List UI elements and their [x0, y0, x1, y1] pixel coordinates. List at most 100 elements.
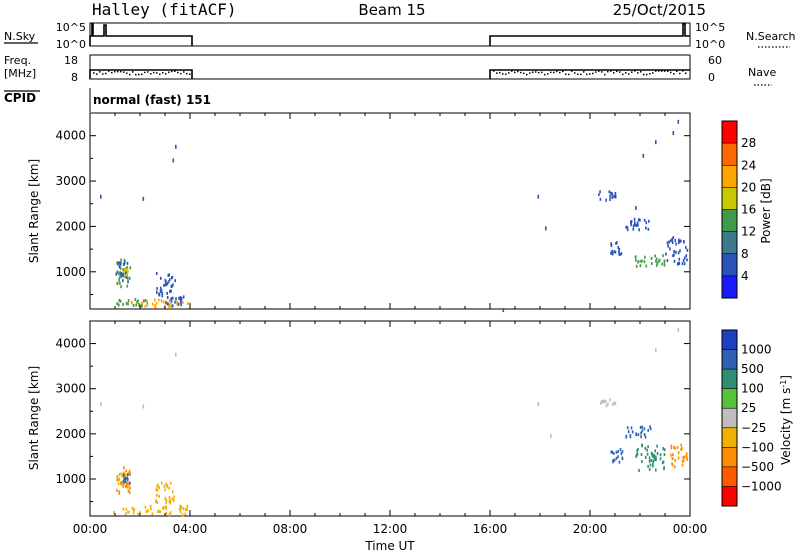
nave-dot	[529, 72, 531, 74]
scatter-cell	[629, 435, 632, 439]
scatter-point	[537, 402, 540, 407]
scatter-cell	[630, 223, 632, 227]
colorbar-tick-label: 25	[741, 401, 756, 415]
scatter-cell	[168, 299, 171, 303]
scatter-cell	[604, 400, 607, 404]
scatter-cell	[179, 504, 181, 508]
nave-dot	[138, 73, 140, 76]
nave-dot	[616, 70, 618, 73]
scatter-cell	[650, 451, 653, 455]
nave-dot	[574, 72, 576, 74]
scatter-cell	[645, 226, 647, 230]
scatter-cell	[640, 435, 642, 439]
scatter-cell	[656, 452, 659, 455]
scatter-cell	[127, 276, 129, 280]
scatter-cell	[670, 444, 673, 448]
scatter-cell	[659, 453, 662, 457]
nave-dot	[523, 72, 525, 75]
nave-dot	[147, 71, 149, 73]
nave-dot	[601, 71, 603, 73]
scatter-cell	[658, 258, 661, 262]
scatter-cell	[651, 454, 654, 458]
scatter-cell	[674, 458, 677, 462]
x-tick-label: 16:00	[473, 522, 508, 536]
nave-dot	[565, 73, 567, 75]
scatter-cell	[654, 449, 656, 453]
scatter-cell	[617, 455, 619, 459]
nave-dot	[123, 71, 125, 73]
colorbar-tick-label: 20	[741, 180, 756, 194]
scatter-point	[655, 348, 657, 353]
scatter-point	[550, 433, 552, 438]
nave-dot	[586, 73, 588, 76]
freq-panel: Freq. [MHz] 18 8 60 0 Nave	[4, 54, 776, 86]
scatter-cell	[132, 511, 135, 515]
power-y-axis: 1000 2000 3000 4000	[55, 112, 690, 295]
scatter-cell	[119, 281, 121, 285]
nave-dot	[661, 70, 663, 72]
scatter-cell	[129, 481, 131, 485]
scatter-cell	[124, 473, 126, 477]
scatter-cell	[118, 276, 121, 280]
scatter-cell	[639, 264, 642, 268]
nave-dot	[177, 71, 179, 74]
scatter-cell	[145, 510, 148, 513]
scatter-cell	[674, 446, 676, 450]
scatter-cell	[644, 455, 647, 459]
nave-dot	[532, 71, 534, 73]
nave-dot	[607, 70, 609, 73]
nave-label: Nave	[748, 66, 776, 79]
scatter-cell	[641, 460, 643, 463]
scatter-cell	[138, 304, 141, 308]
scatter-cell	[621, 457, 624, 461]
colorbar-segment	[722, 447, 737, 468]
scatter-point	[100, 402, 102, 407]
scatter-cell	[653, 454, 656, 458]
nave-dot	[625, 72, 627, 74]
scatter-cell	[611, 450, 614, 454]
scatter-cell	[132, 304, 135, 307]
scatter-cell	[125, 469, 127, 473]
scatter-cell	[646, 448, 648, 452]
scatter-point	[172, 158, 175, 163]
scatter-cell	[184, 512, 187, 516]
scatter-cell	[120, 472, 122, 476]
scatter-cell	[680, 443, 682, 447]
scatter-cell	[149, 504, 152, 508]
velocity-colorbar-label-main: Velocity [m s	[779, 388, 793, 465]
scatter-cell	[613, 195, 616, 199]
nave-dot	[652, 72, 654, 74]
velocity-scatter	[100, 327, 688, 517]
scatter-cell	[157, 509, 160, 513]
scatter-cell	[626, 228, 629, 232]
scatter-cell	[156, 488, 159, 492]
scatter-cell	[681, 463, 684, 467]
scatter-cell	[126, 477, 129, 481]
scatter-cell	[637, 260, 639, 264]
scatter-cell	[617, 245, 619, 249]
freq-trace	[89, 69, 690, 79]
power-x-ticks	[89, 113, 691, 309]
scatter-cell	[144, 505, 147, 509]
scatter-cell	[645, 264, 648, 268]
scatter-cell	[662, 460, 665, 464]
scatter-cell	[168, 513, 171, 517]
scatter-cell	[648, 219, 650, 223]
scatter-cell	[128, 472, 130, 476]
scatter-cell	[120, 275, 122, 279]
scatter-cell	[611, 252, 614, 256]
velocity-panel: 1000 2000 3000 4000 00:00 04:00 08:00 12:00 16:…	[27, 320, 707, 553]
nave-dot	[568, 73, 570, 76]
scatter-cell	[682, 459, 685, 462]
scatter-cell	[641, 429, 644, 433]
scatter-cell	[671, 238, 673, 242]
colorbar-segment	[722, 165, 737, 188]
scatter-cell	[125, 301, 128, 305]
nave-dot	[508, 72, 510, 74]
nave-dot	[105, 72, 107, 75]
scatter-cell	[685, 254, 688, 258]
scatter-cell	[166, 485, 168, 489]
scatter-cell	[636, 452, 639, 456]
scatter-cell	[652, 459, 655, 463]
nave-dot	[493, 70, 495, 72]
